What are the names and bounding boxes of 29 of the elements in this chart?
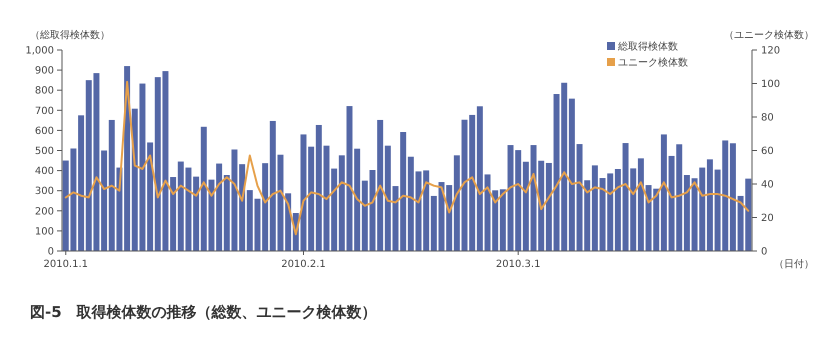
y-tick-label: 500 [34,146,54,157]
line-series [64,80,750,236]
y-tick-label: 300 [34,186,54,198]
legend-label: ユニーク検体数 [618,56,688,68]
x-tick-label: 2010.3.1 [496,259,540,270]
y-tick-label: 900 [34,66,54,77]
y2-tick-label: 20 [761,213,774,224]
y-tick-label: 600 [34,126,54,137]
y-axis-title: （総取得検体数） [30,29,110,41]
y2-tick-label: 60 [761,146,774,157]
y2-tick-label: 40 [761,180,774,190]
y2-tick-label: 80 [761,112,774,124]
x-axis-title: （日付） [774,259,814,270]
y2-tick-label: 0 [761,246,768,258]
y2-tick-label: 120 [761,46,780,56]
y2-axis-title: （ユニーク検体数） [724,29,814,41]
y-tick-label: 800 [34,86,54,97]
x-tick-label: 2010.1.1 [43,259,88,270]
y-tick-label: 700 [34,106,54,117]
y-tick-label: 100 [34,226,54,238]
y-tick-label: 0 [48,246,54,258]
bar [62,160,69,251]
x-tick-label: 2010.2.1 [281,259,326,270]
y-tick-label: 400 [34,166,54,178]
y-tick-label: 200 [34,206,54,218]
y-tick-label: 1,000 [25,46,54,56]
y2-tick-label: 100 [761,79,780,90]
legend-label: 総取得検体数 [617,40,678,52]
text: 図-5 取得検体数の推移（総数、ユニーク検体数） [30,303,377,321]
